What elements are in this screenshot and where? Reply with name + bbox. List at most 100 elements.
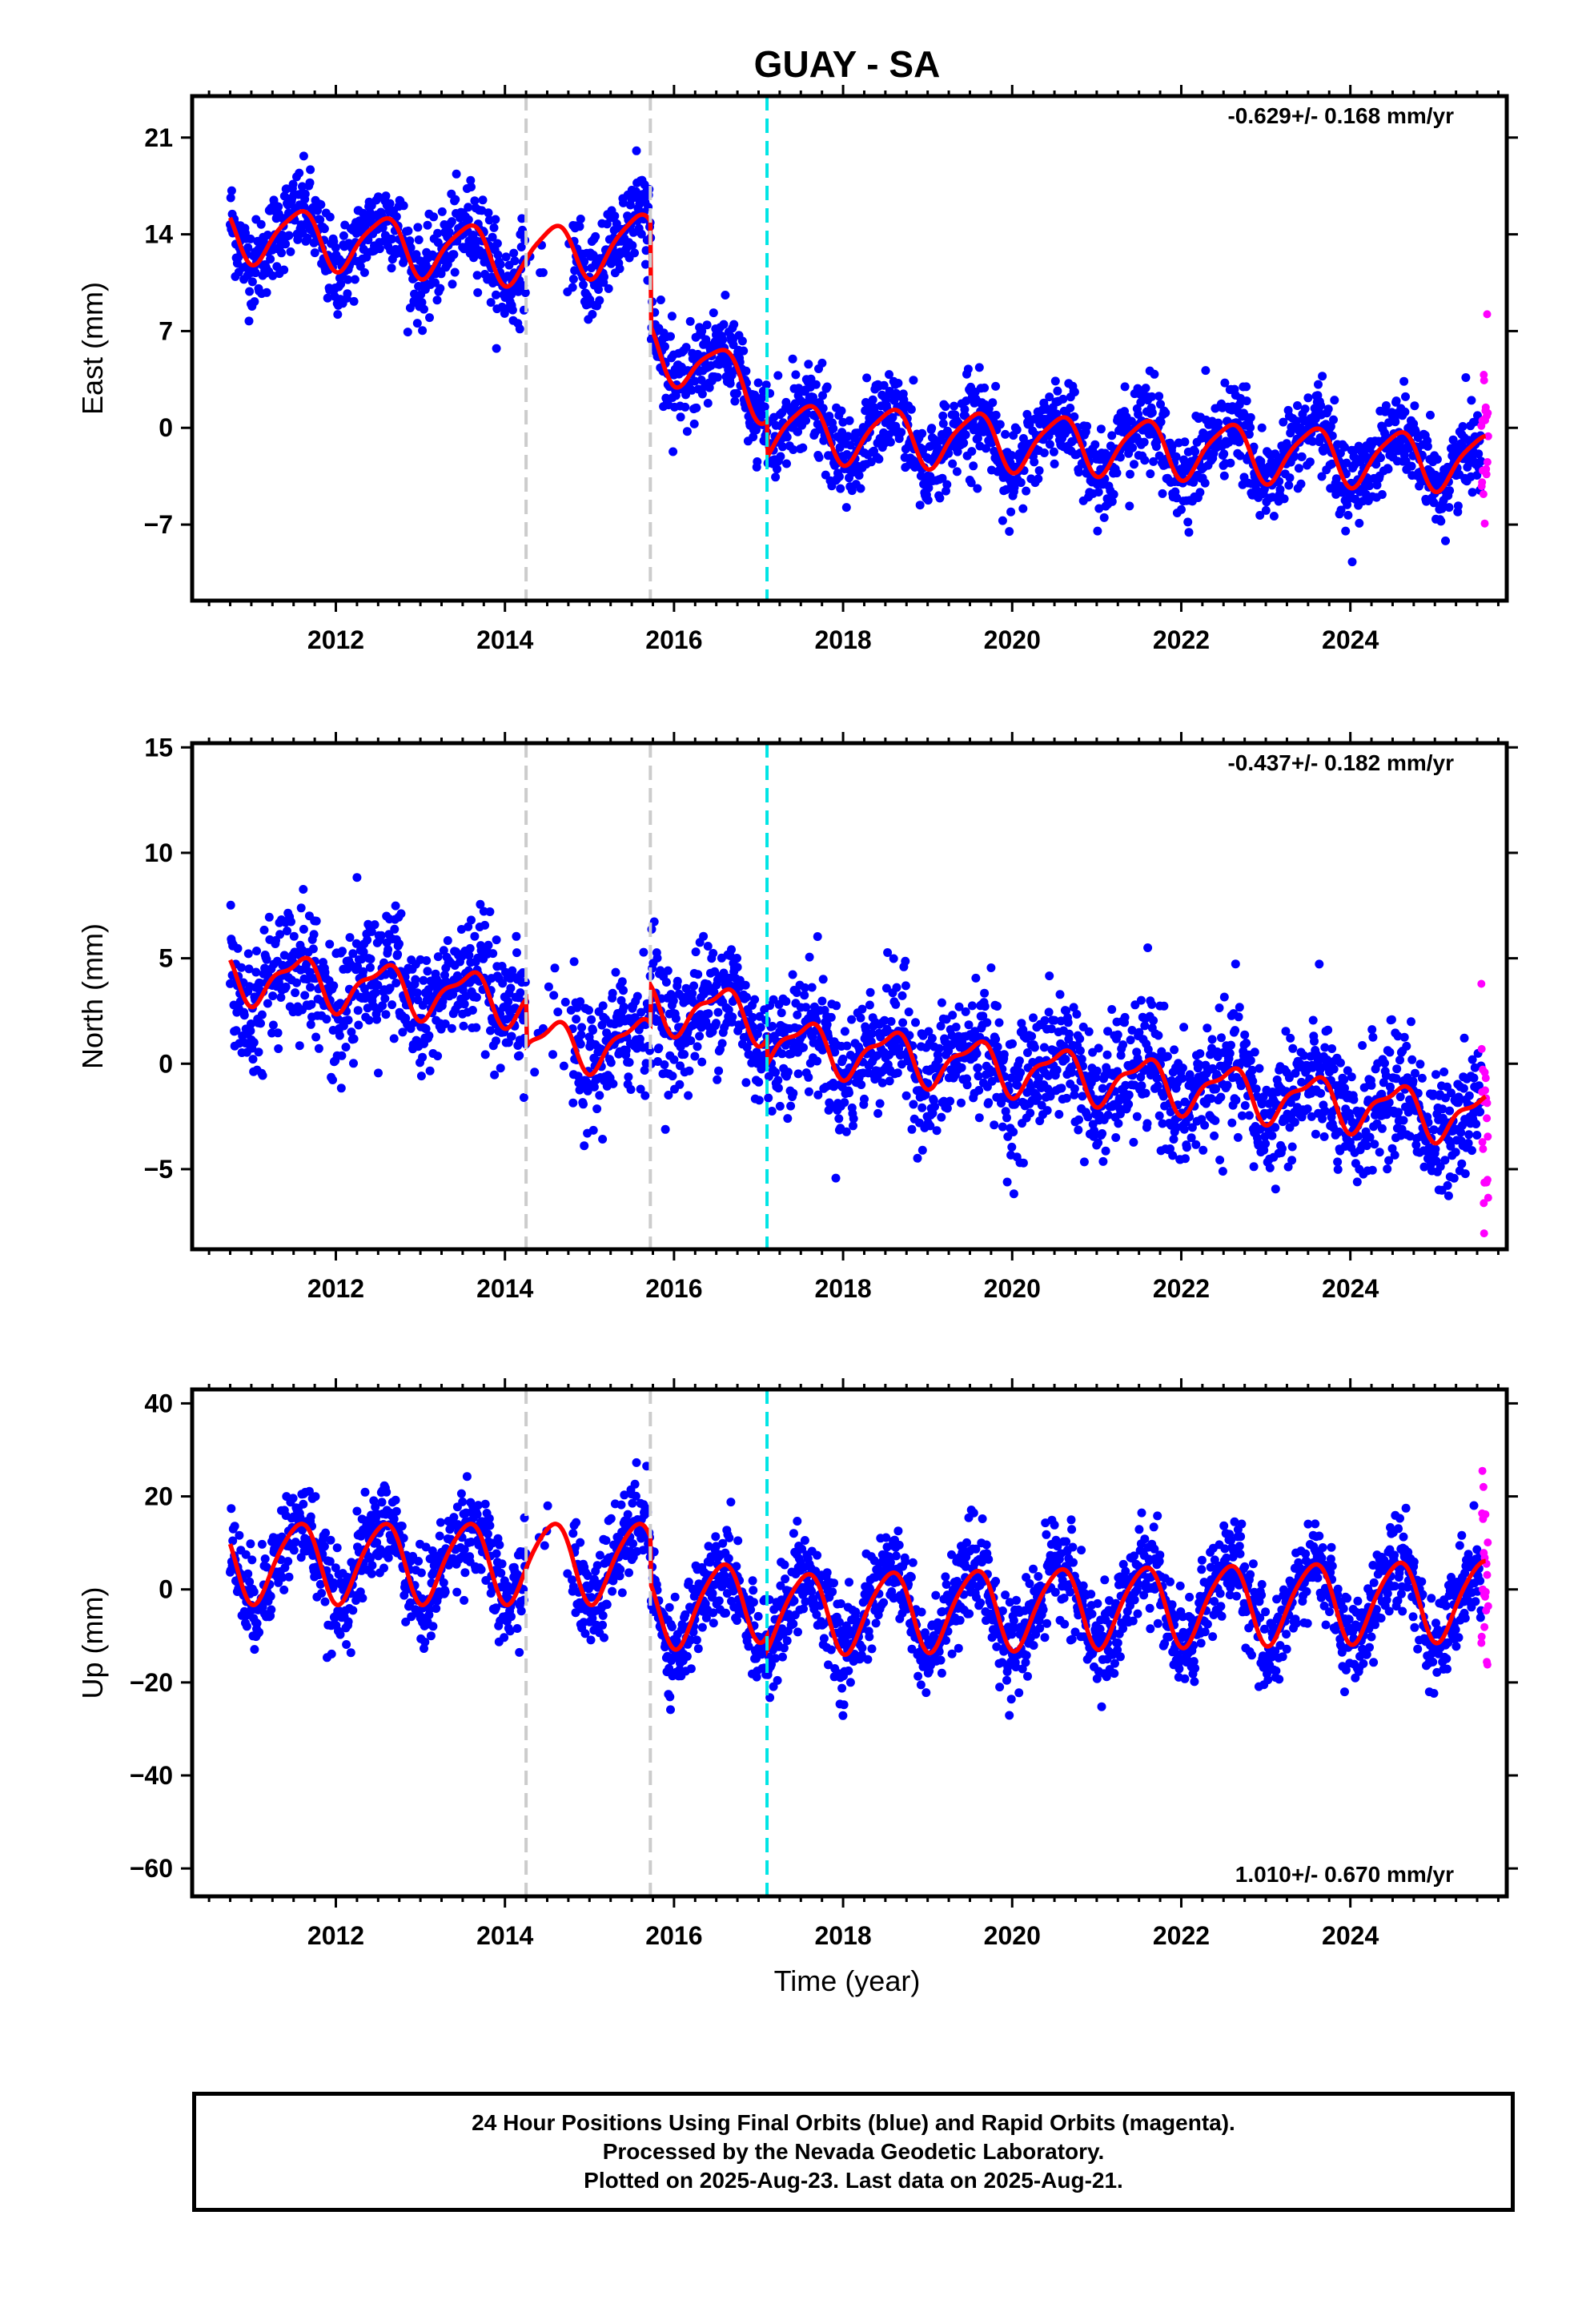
data-point	[1443, 1191, 1453, 1200]
data-point	[1075, 1046, 1085, 1055]
data-point	[1472, 471, 1482, 480]
data-point	[899, 395, 909, 404]
data-point	[485, 907, 495, 916]
data-point	[1075, 1034, 1085, 1043]
data-point	[741, 980, 750, 990]
data-point	[576, 215, 585, 223]
data-point	[1284, 480, 1294, 490]
data-point	[952, 467, 962, 476]
data-point	[359, 967, 367, 976]
data-point	[277, 248, 286, 258]
data-point	[473, 287, 483, 297]
data-point	[1016, 1068, 1026, 1077]
data-point	[1246, 1055, 1255, 1065]
data-point	[1113, 1030, 1122, 1039]
data-point	[1195, 488, 1205, 497]
data-point	[544, 982, 553, 991]
data-point	[713, 372, 722, 382]
data-point	[652, 953, 662, 963]
data-point	[831, 1173, 841, 1183]
data-point	[418, 326, 428, 336]
data-point	[1009, 1128, 1018, 1136]
data-point	[1303, 393, 1313, 403]
data-point	[991, 410, 1001, 420]
data-point	[1101, 1146, 1110, 1156]
data-point	[980, 1002, 990, 1011]
data-point	[1092, 1066, 1102, 1076]
data-point	[1114, 1119, 1123, 1128]
data-point	[1316, 400, 1326, 410]
y-tick-label: 0	[159, 1049, 173, 1078]
x-tick-label: 2022	[1153, 625, 1210, 654]
data-point	[451, 195, 460, 204]
data-point	[640, 259, 650, 269]
data-point	[492, 935, 501, 945]
data-point	[1330, 396, 1339, 405]
data-point	[988, 398, 998, 408]
data-point	[697, 389, 707, 399]
data-point	[1210, 1131, 1219, 1140]
data-point	[695, 1031, 705, 1041]
data-point	[1147, 999, 1157, 1009]
data-point	[594, 285, 603, 294]
data-point	[387, 1000, 397, 1010]
data-point	[782, 459, 791, 468]
data-point	[757, 393, 766, 403]
data-point	[783, 1114, 793, 1124]
data-point	[1333, 1164, 1343, 1174]
data-point	[1018, 434, 1028, 443]
data-point	[980, 383, 990, 392]
data-point	[550, 963, 560, 973]
data-point	[343, 275, 352, 284]
data-point	[1184, 528, 1194, 537]
data-point	[595, 296, 604, 305]
data-point	[1182, 1143, 1191, 1152]
data-point	[519, 1093, 528, 1102]
data-point	[1290, 1117, 1299, 1127]
data-point	[516, 988, 525, 998]
rate-label: -0.629+/- 0.168 mm/yr	[1227, 103, 1454, 128]
data-point	[822, 382, 832, 392]
data-point	[974, 1113, 984, 1123]
data-point	[1251, 1084, 1261, 1094]
data-point	[1411, 1068, 1419, 1078]
data-point	[1070, 1084, 1079, 1093]
data-point	[693, 970, 703, 979]
data-point	[881, 983, 891, 993]
data-point	[1139, 437, 1149, 447]
data-point	[709, 308, 718, 318]
data-point	[1377, 1124, 1387, 1133]
data-point	[299, 202, 309, 211]
data-point	[1407, 461, 1416, 471]
data-point	[1055, 990, 1065, 999]
data-point	[1387, 1015, 1396, 1024]
data-point	[467, 915, 476, 925]
data-point	[329, 981, 339, 991]
data-point	[1329, 1064, 1339, 1074]
data-point	[1033, 1092, 1042, 1102]
data-point	[1030, 457, 1039, 467]
data-point	[814, 452, 824, 462]
panel-frame	[190, 741, 1509, 1252]
data-point	[299, 885, 308, 894]
data-point	[496, 259, 505, 269]
data-point	[507, 290, 516, 300]
data-point	[1102, 1050, 1112, 1059]
data-point	[486, 1026, 495, 1035]
data-point	[249, 1038, 259, 1047]
data-point	[1323, 404, 1333, 414]
data-point	[472, 992, 481, 1002]
data-point	[875, 1099, 885, 1108]
data-point	[569, 957, 579, 967]
data-point	[753, 378, 763, 388]
data-point	[538, 267, 548, 277]
data-point	[1124, 1090, 1134, 1100]
rapid-data-point	[1483, 310, 1492, 319]
data-point	[1061, 1055, 1070, 1064]
data-point	[353, 1006, 363, 1015]
data-point	[1090, 440, 1100, 449]
data-point	[359, 267, 369, 277]
data-point	[889, 954, 898, 963]
